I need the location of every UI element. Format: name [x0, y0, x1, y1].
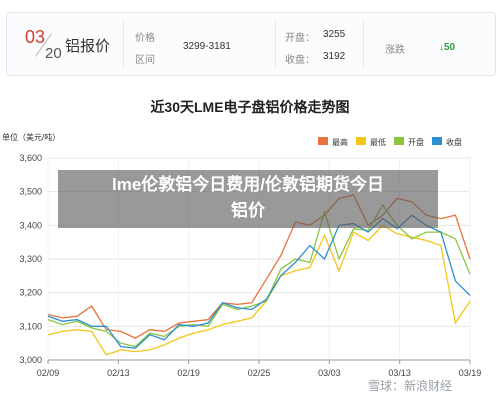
price-label: 价格: [135, 33, 155, 44]
legend-swatch: [318, 137, 328, 145]
x-tick-label: 03/13: [388, 368, 411, 378]
x-tick-label: 02/19: [177, 368, 200, 378]
legend-swatch: [432, 137, 442, 145]
date-badge: 03 20: [15, 19, 62, 67]
change-value: ↓50: [439, 42, 456, 53]
legend-swatch: [356, 137, 366, 145]
legend-label: 最低: [370, 137, 386, 147]
overlay-line-2: 铝价: [231, 201, 265, 220]
y-tick-label: 3,000: [19, 355, 42, 365]
quote-title: 铝报价: [65, 38, 111, 55]
y-tick-label: 3,300: [19, 254, 42, 264]
y-tick-label: 3,600: [19, 153, 42, 163]
x-tick-label: 02/09: [37, 368, 60, 378]
legend-label: 收盘: [446, 137, 462, 147]
open-label: 开盘：: [285, 33, 315, 44]
x-tick-label: 02/25: [248, 368, 271, 378]
date-month: 20: [45, 45, 62, 62]
close-value: 3192: [323, 51, 346, 62]
series-line: [47, 224, 471, 356]
open-value: 3255: [323, 29, 346, 40]
header-divider: [275, 19, 276, 69]
range-value: 3299-3181: [183, 41, 231, 52]
close-label: 收盘：: [285, 55, 315, 66]
change-label: 涨跌: [385, 45, 405, 56]
y-tick-label: 3,100: [19, 321, 42, 331]
watermark: 雪球：新浪财经: [368, 379, 453, 393]
x-tick-label: 03/03: [318, 368, 341, 378]
overlay-title: lme伦敦铝今日费用/伦敦铝期货今日 铝价: [58, 172, 438, 224]
legend-label: 最高: [332, 137, 348, 147]
header-divider: [363, 19, 364, 69]
legend-swatch: [394, 137, 404, 145]
range-label: 区间: [135, 55, 155, 66]
x-tick-label: 03/19: [459, 368, 482, 378]
date-day: 03: [25, 27, 46, 47]
x-tick-label: 02/13: [107, 368, 130, 378]
chart-title: 近30天LME电子盘铝价格走势图: [150, 99, 350, 115]
price-header: 03 20 铝报价 价格 区间 3299-3181 开盘： 3255 收盘： 3…: [6, 12, 496, 76]
y-tick-label: 3,400: [19, 220, 42, 230]
overlay-line-1: lme伦敦铝今日费用/伦敦铝期货今日: [111, 175, 385, 194]
y-tick-label: 3,500: [19, 187, 42, 197]
overlay-band: [58, 170, 438, 228]
y-tick-label: 3,200: [19, 288, 42, 298]
arrow-down-icon: ↓: [439, 42, 444, 53]
y-axis-label: 单位（美元/吨）: [2, 132, 60, 142]
header-divider: [123, 19, 124, 69]
legend-label: 开盘: [408, 137, 424, 147]
